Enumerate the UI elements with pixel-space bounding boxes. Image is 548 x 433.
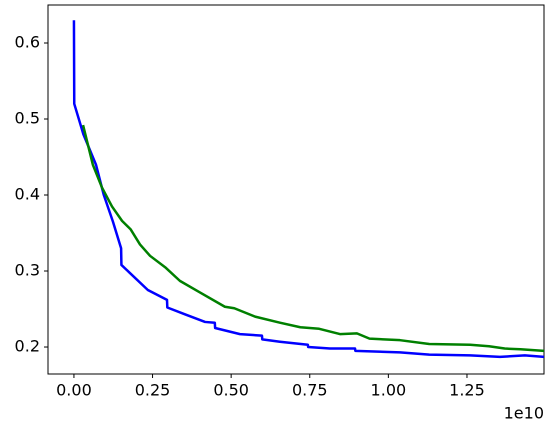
y-tick-label: 0.2 xyxy=(15,337,40,356)
axes-frame xyxy=(47,4,545,375)
x-offset-label: 1e10 xyxy=(504,404,544,423)
y-tick-label: 0.6 xyxy=(15,33,40,52)
x-tick-label: 0.25 xyxy=(135,381,171,400)
x-tick-label: 0.50 xyxy=(213,381,249,400)
x-tick-label: 0.75 xyxy=(292,381,328,400)
x-tick-label: 1.25 xyxy=(449,381,485,400)
y-tick-label: 0.3 xyxy=(15,261,40,280)
y-tick-label: 0.5 xyxy=(15,109,40,128)
x-tick-label: 1.00 xyxy=(371,381,407,400)
y-tick-label: 0.4 xyxy=(15,185,40,204)
line-series xyxy=(72,20,545,359)
line-series xyxy=(81,124,545,353)
x-tick-label: 0.00 xyxy=(56,381,92,400)
